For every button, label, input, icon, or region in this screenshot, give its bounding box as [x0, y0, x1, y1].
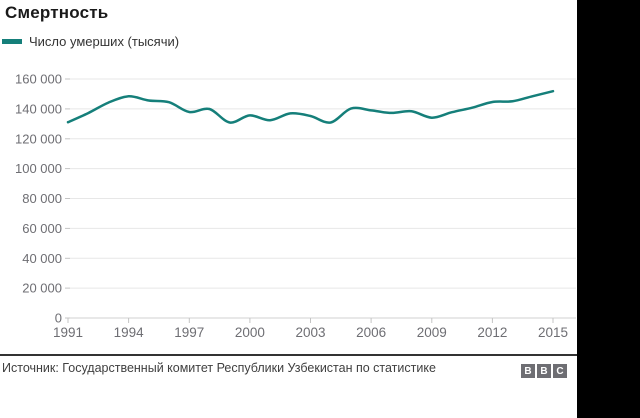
y-axis-label: 20 000 [22, 281, 62, 296]
deaths-series-line [66, 89, 555, 124]
legend: Число умерших (тысячи) [2, 33, 180, 49]
bbc-logo: B B C [521, 364, 567, 378]
y-axis-label: 0 [55, 311, 62, 326]
mortality-line-chart: 0 20 000 40 000 60 000 80 000 100 000 120 000 1… [15, 72, 576, 340]
legend-line-swatch-icon [2, 38, 22, 44]
bbc-logo-letter: B [521, 364, 535, 378]
right-black-letterbox [577, 0, 640, 418]
bbc-logo-letter: B [537, 364, 551, 378]
x-axis-label: 2015 [538, 325, 568, 340]
chart-panel: Смертность Число умерших (тысячи) 0 20 00… [0, 0, 577, 418]
x-axis-label: 1994 [114, 325, 145, 340]
x-axis-label: 2000 [235, 325, 265, 340]
y-axis-label: 80 000 [22, 191, 62, 206]
y-axis-label: 60 000 [22, 221, 62, 236]
y-axis-label: 160 000 [15, 72, 62, 87]
x-axis-label: 2003 [295, 325, 325, 340]
x-axis-label: 1997 [174, 325, 204, 340]
footer-divider [0, 354, 577, 356]
source-attribution: Источник: Государственный комитет Респуб… [2, 361, 436, 375]
y-axis-label: 40 000 [22, 251, 62, 266]
y-axis-label: 140 000 [15, 101, 62, 116]
bbc-logo-letter: C [553, 364, 567, 378]
x-axis-label: 1991 [53, 325, 83, 340]
chart-title: Смертность [5, 3, 109, 22]
y-axis-label: 120 000 [15, 131, 62, 146]
legend-label: Число умерших (тысячи) [29, 33, 180, 49]
x-axis-label: 2006 [356, 325, 386, 340]
x-axis-label: 2009 [417, 325, 447, 340]
y-axis-label: 100 000 [15, 161, 62, 176]
x-axis-label: 2012 [477, 325, 507, 340]
